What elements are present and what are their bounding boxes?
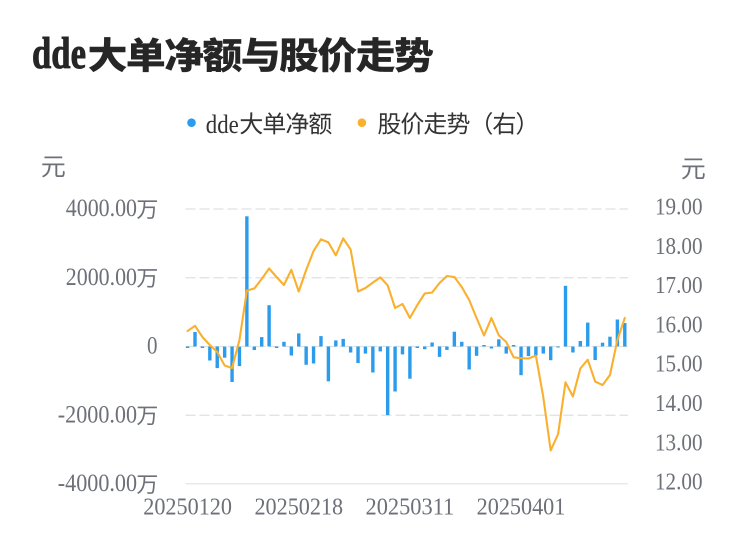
svg-text:0: 0 — [147, 333, 158, 360]
svg-text:dde: dde — [32, 29, 86, 78]
svg-text:13.00: 13.00 — [655, 429, 703, 456]
svg-text:20250311: 20250311 — [366, 495, 455, 521]
svg-text:12.00: 12.00 — [655, 469, 703, 496]
svg-text:18.00: 18.00 — [655, 233, 703, 260]
svg-text:20250218: 20250218 — [254, 495, 343, 521]
svg-text:20250401: 20250401 — [477, 495, 566, 521]
svg-text:-2000.00: -2000.00 — [58, 401, 137, 428]
svg-text:-4000.00: -4000.00 — [58, 470, 137, 497]
svg-text:dde: dde — [206, 110, 239, 139]
svg-text:16.00: 16.00 — [655, 312, 703, 339]
svg-text:20250120: 20250120 — [143, 495, 232, 521]
svg-text:2000.00: 2000.00 — [66, 264, 137, 291]
svg-text:15.00: 15.00 — [655, 351, 703, 378]
svg-text:14.00: 14.00 — [655, 390, 703, 417]
svg-text:17.00: 17.00 — [655, 272, 703, 299]
svg-text:4000.00: 4000.00 — [66, 195, 137, 222]
svg-text:19.00: 19.00 — [655, 194, 703, 221]
